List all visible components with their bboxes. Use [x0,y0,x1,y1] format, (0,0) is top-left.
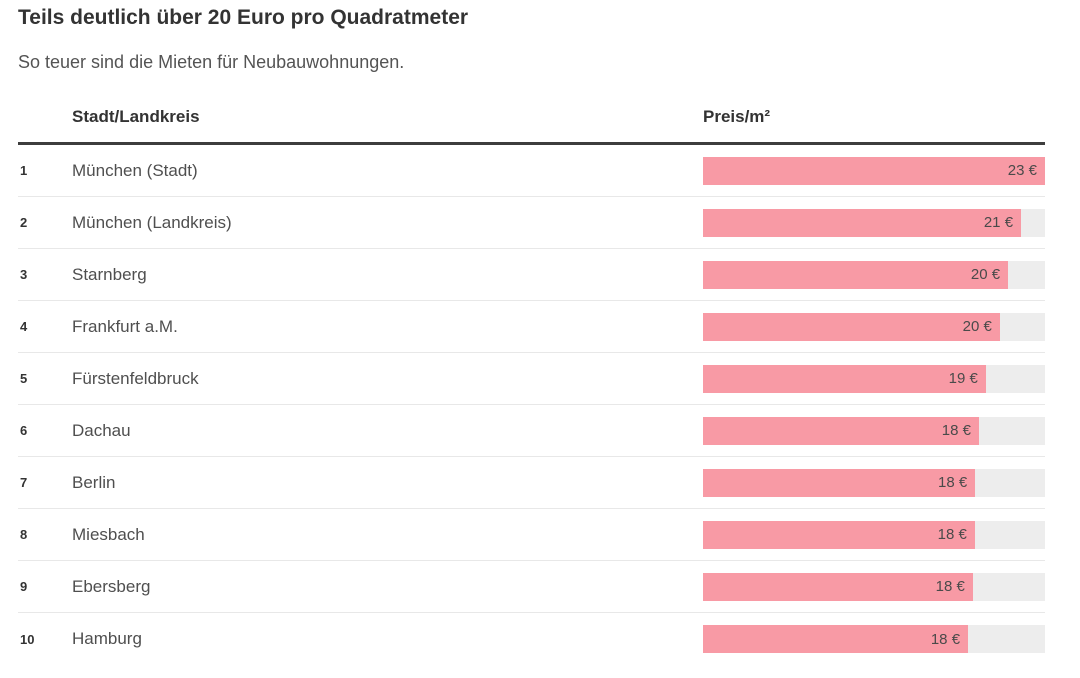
bar-track: 21 € [703,208,1045,237]
row-city-label: Starnberg [72,264,147,284]
row-rank: 3 [20,267,28,282]
bar-value-label: 18 € [930,630,961,648]
bar-value-label: 21 € [983,214,1014,231]
row-rank: 10 [20,631,35,647]
bar-fill: 20 € [703,260,1009,289]
ranking-table: Stadt/Landkreis Preis/m² 1 München (Stad… [18,105,1045,665]
row-rank: 9 [20,579,28,594]
chart-container: Teils deutlich über 20 Euro pro Quadratm… [18,5,1045,665]
bar-value-label: 18 € [935,578,965,595]
bar-value-label: 23 € [1007,162,1037,179]
bar-fill: 20 € [703,312,1000,341]
bar-fill: 19 € [703,364,986,393]
chart-title: Teils deutlich über 20 Euro pro Quadratm… [18,6,469,29]
row-rank: 4 [20,319,28,334]
row-city-label: Miesbach [72,524,145,544]
bar-value-label: 18 € [941,422,971,439]
table-header-row: Stadt/Landkreis Preis/m² [18,105,1045,145]
bar-value-label: 20 € [962,318,992,335]
bar-fill: 21 € [703,208,1022,237]
bar-track: 18 € [703,520,1045,549]
table-row: 7 Berlin 18 € [18,457,1045,509]
row-city-label: Berlin [72,472,116,492]
row-rank: 2 [20,215,28,230]
row-city-label: München (Stadt) [72,160,198,180]
table-row: 6 Dachau 18 € [18,405,1045,457]
bar-track: 18 € [703,625,1045,653]
row-city-label: Ebersberg [72,576,151,596]
table-row: 3 Starnberg 20 € [18,249,1045,301]
bar-track: 20 € [703,312,1045,341]
row-city-label: Dachau [72,420,131,440]
bar-fill: 18 € [703,468,976,497]
row-rank: 5 [20,371,28,386]
row-city-label: München (Landkreis) [72,212,232,232]
header-city-column: Stadt/Landkreis [72,107,200,126]
table-row: 10 Hamburg 18 € [18,613,1045,665]
row-rank: 6 [20,423,28,438]
chart-subtitle: So teuer sind die Mieten für Neubauwohnu… [18,52,405,72]
table-row: 2 München (Landkreis) 21 € [18,197,1045,249]
bar-track: 23 € [703,156,1045,185]
bar-track: 18 € [703,572,1045,601]
bar-value-label: 19 € [948,370,978,387]
bar-fill: 18 € [703,572,973,601]
bar-fill: 18 € [703,416,979,445]
table-body: 1 München (Stadt) 23 € 2 München (Landkr… [18,145,1045,665]
table-row: 4 Frankfurt a.M. 20 € [18,301,1045,353]
row-rank: 7 [20,475,28,490]
table-row: 9 Ebersberg 18 € [18,561,1045,613]
bar-track: 18 € [703,416,1045,445]
bar-fill: 18 € [703,625,969,653]
bar-track: 20 € [703,260,1045,289]
row-city-label: Hamburg [72,629,142,648]
bar-track: 19 € [703,364,1045,393]
header-price-column: Preis/m² [703,107,771,126]
row-city-label: Frankfurt a.M. [72,316,178,336]
table-row: 5 Fürstenfeldbruck 19 € [18,353,1045,405]
bar-value-label: 20 € [970,266,1001,283]
bar-fill: 18 € [703,520,975,549]
table-row: 1 München (Stadt) 23 € [18,145,1045,197]
bar-value-label: 18 € [937,526,967,543]
table-row: 8 Miesbach 18 € [18,509,1045,561]
row-rank: 8 [20,527,28,542]
row-city-label: Fürstenfeldbruck [72,368,199,388]
bar-track: 18 € [703,468,1045,497]
bar-fill: 23 € [703,156,1045,185]
row-rank: 1 [20,163,28,178]
bar-value-label: 18 € [938,474,968,491]
